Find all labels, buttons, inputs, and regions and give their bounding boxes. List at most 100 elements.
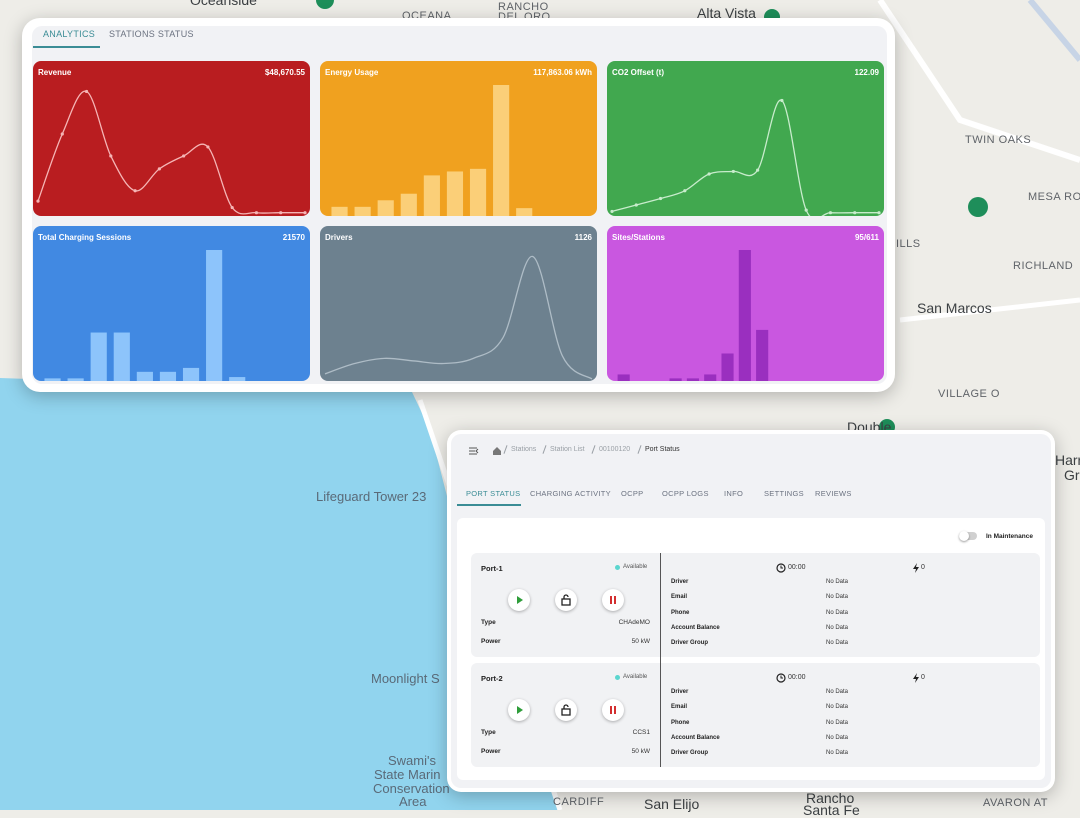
tab-indicator <box>457 504 521 506</box>
play-button[interactable] <box>508 589 530 611</box>
card-value: $48,670.55 <box>264 68 305 77</box>
field-label: Email <box>671 704 688 711</box>
icon <box>517 596 523 604</box>
clock-hand <box>780 675 783 679</box>
dot <box>206 145 210 149</box>
field-label: Driver <box>671 689 689 695</box>
pause-button[interactable] <box>602 589 624 611</box>
dot <box>707 172 711 176</box>
stat-card[interactable]: Energy Usage 117,863.06 kWh <box>320 61 597 216</box>
icon <box>610 596 612 604</box>
field-value: No Data <box>826 624 849 631</box>
pause-icon <box>610 706 616 714</box>
card-title: Revenue <box>38 68 72 77</box>
lock-button[interactable] <box>555 589 577 611</box>
tab[interactable]: SETTINGS <box>764 489 804 498</box>
dot <box>157 167 161 171</box>
field-label: Driver <box>671 579 689 585</box>
bar <box>469 168 487 216</box>
map-label: Rancho <box>806 790 855 806</box>
breadcrumb-item[interactable]: Stations <box>511 446 537 453</box>
stat-card[interactable]: CO2 Offset (t) 122.09 <box>607 61 884 216</box>
bar <box>331 206 348 216</box>
icon <box>614 596 616 604</box>
dot <box>780 98 784 103</box>
field-label: Account Balance <box>671 734 720 741</box>
lock-button[interactable] <box>555 699 577 721</box>
icons <box>776 673 919 683</box>
icon <box>561 598 571 606</box>
road <box>877 0 1080 163</box>
mini-chart <box>36 89 307 215</box>
clock-icon <box>776 673 786 683</box>
dot <box>877 211 881 215</box>
breadcrumb-item[interactable]: Port Status <box>645 446 680 453</box>
card-value: 122.09 <box>854 68 879 77</box>
toggle[interactable] <box>959 531 977 541</box>
tab[interactable]: OCPP <box>621 489 644 498</box>
field-label: Phone <box>671 609 690 616</box>
tab-indicator <box>33 46 100 48</box>
dot <box>254 211 259 215</box>
breadcrumb-item[interactable]: Station List <box>550 446 585 453</box>
card-value: 21570 <box>282 233 305 242</box>
card-title: Energy Usage <box>325 68 379 77</box>
dot <box>279 211 283 215</box>
road <box>899 297 1080 323</box>
field-value: No Data <box>826 734 849 741</box>
stat-card[interactable]: Sites/Stations 95/611 <box>607 226 884 381</box>
breadcrumb-item[interactable]: 00100120 <box>599 446 631 453</box>
tab[interactable]: STATIONS STATUS <box>109 29 194 39</box>
play-icon <box>517 706 523 714</box>
field-label: Driver Group <box>671 640 709 647</box>
card-title: Total Charging Sessions <box>38 233 132 242</box>
clock-icon <box>776 563 786 573</box>
dot <box>683 189 687 193</box>
type-value: CHAdeMO <box>618 619 650 626</box>
stat-card[interactable]: Revenue $48,670.55 <box>33 61 310 216</box>
dot <box>182 154 186 158</box>
card-value: 1126 <box>574 233 592 242</box>
dot <box>230 205 234 210</box>
tab[interactable]: ANALYTICS <box>43 29 96 39</box>
stat-card[interactable]: Total Charging Sessions 21570 <box>33 226 310 381</box>
time: 00:00 <box>788 564 806 571</box>
pause-button[interactable] <box>602 699 624 721</box>
map-label: Gr <box>1064 467 1080 483</box>
tab[interactable]: CHARGING ACTIVITY <box>530 489 611 498</box>
bar <box>446 171 464 216</box>
tab[interactable]: OCPP LOGS <box>662 489 709 498</box>
status-dot <box>615 675 620 680</box>
home-icon[interactable] <box>493 447 501 455</box>
dot <box>634 203 638 207</box>
power-label: Power <box>481 638 501 645</box>
count: 0 <box>921 674 925 681</box>
bar <box>669 378 682 381</box>
map-label: VILLAGE O <box>938 388 1000 400</box>
stat-card[interactable]: Drivers 1126 <box>320 226 597 381</box>
icon <box>517 706 523 714</box>
bar <box>354 206 371 216</box>
dot <box>303 211 307 215</box>
dot <box>133 189 137 193</box>
play-icon <box>517 596 523 604</box>
map-label: MESA ROCK <box>1028 191 1080 203</box>
type-value: CCS1 <box>632 729 650 736</box>
map-label: Moonlight S <box>371 671 440 686</box>
card-title: Sites/Stations <box>612 233 665 242</box>
play-button[interactable] <box>508 699 530 721</box>
clock-hand <box>780 565 783 569</box>
port-name: Port-2 <box>481 674 503 683</box>
field-label: Driver Group <box>671 750 709 757</box>
map-label: TWIN OAKS <box>965 134 1032 146</box>
menu-icon[interactable] <box>469 447 479 455</box>
mini-chart <box>324 255 593 380</box>
bar <box>44 378 61 381</box>
tab[interactable]: INFO <box>724 489 744 498</box>
bar <box>182 367 200 381</box>
map-label: RANCHO <box>498 1 549 13</box>
bar <box>113 332 130 381</box>
tab[interactable]: REVIEWS <box>815 489 852 498</box>
map-pin <box>316 0 334 9</box>
tab[interactable]: PORT STATUS <box>466 489 521 498</box>
